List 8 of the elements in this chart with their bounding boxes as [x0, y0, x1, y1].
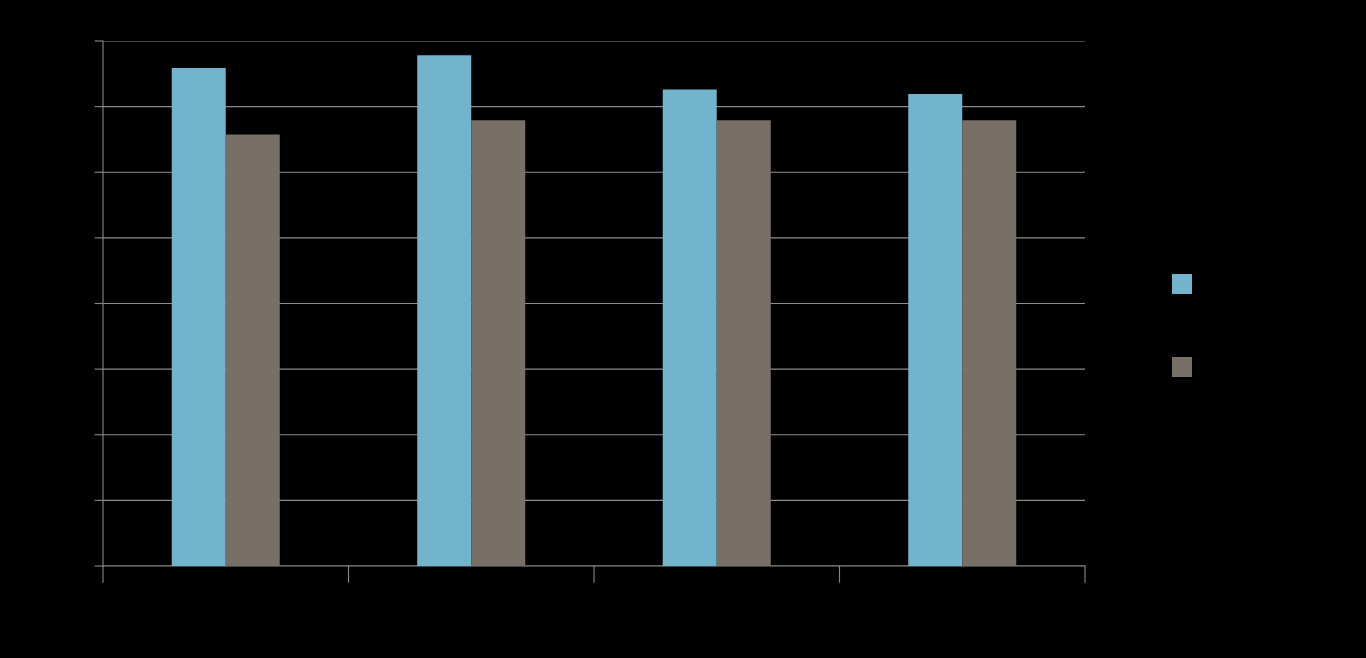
bar	[908, 94, 963, 566]
bar	[962, 120, 1017, 566]
bar	[225, 134, 280, 566]
bar	[171, 68, 226, 566]
bar	[662, 89, 717, 566]
bar	[417, 55, 472, 566]
bar	[716, 120, 771, 566]
bar	[471, 120, 526, 566]
